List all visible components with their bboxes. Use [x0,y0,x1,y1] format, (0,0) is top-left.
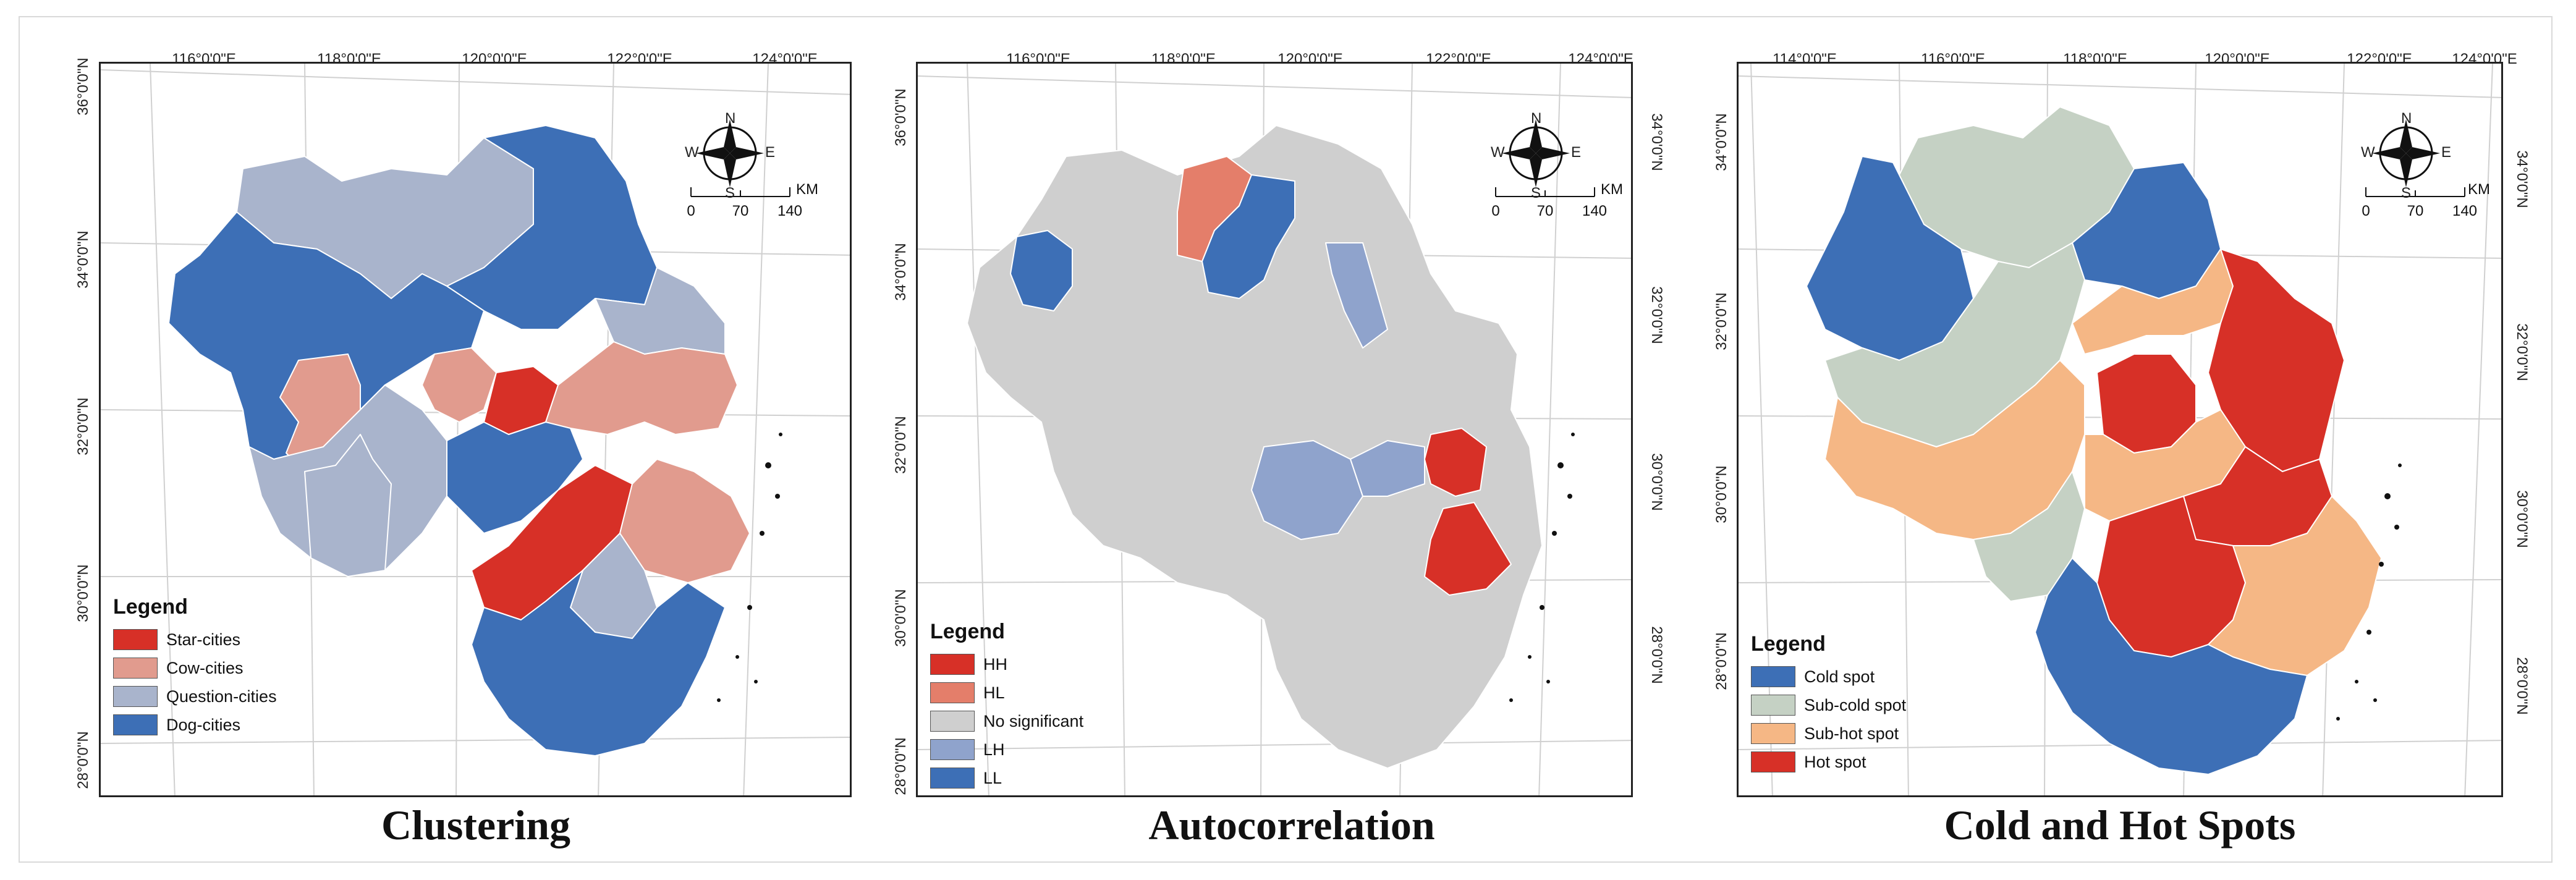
clustering-title: Clustering [381,802,570,848]
region-sub-hot-southeast [2208,496,2382,676]
legend-item: LH [930,735,1083,764]
compass-rose-icon [2372,119,2440,187]
region-lh-center-east [1350,440,1425,497]
legend-item: Question-cities [113,682,277,711]
legend-item: LL [930,764,1083,792]
legend-item: Sub-cold spot [1751,691,1906,719]
region-dog-center [446,421,583,534]
scale-bar [690,187,790,197]
clustering-map-panel: Legend Star-cities Cow-cities Question-c… [99,62,852,797]
coastal-islands [1509,433,1575,702]
clustering-legend: Legend Star-cities Cow-cities Question-c… [113,595,277,739]
legend-item: HL [930,679,1083,707]
legend-item: Hot spot [1751,748,1906,776]
legend-item: Sub-hot spot [1751,719,1906,748]
scale-bar [1495,187,1595,197]
autocorrelation-legend: Legend HH HL No significant LH LL [930,620,1083,792]
legend-swatch [113,629,158,650]
region-sub-cold-south [1973,471,2085,602]
region-lh-north [1325,242,1388,349]
legend-item: Cow-cities [113,654,277,682]
legend-item: HH [930,650,1083,679]
autocorrelation-map [918,64,1631,795]
region-cow-east [545,341,738,435]
figure-frame [19,16,2553,863]
region-question-south [304,434,392,577]
legend-title: Legend [930,620,1005,643]
legend-item: Star-cities [113,625,277,654]
compass-rose-icon [696,119,764,187]
hotspot-title: Cold and Hot Spots [1944,802,2296,848]
legend-swatch [1751,723,1795,744]
autocorrelation-map-panel: Legend HH HL No significant LH LL 0 70 1… [916,62,1633,797]
compass-rose-icon [1502,119,1570,187]
legend-item: Cold spot [1751,662,1906,691]
legend-item: No significant [930,707,1083,735]
region-cow-center [422,347,497,423]
legend-title: Legend [113,595,188,619]
coastal-islands [717,433,782,702]
region-dog-south [471,570,726,756]
clustering-map [101,64,850,795]
region-hh-east [1424,428,1487,497]
legend-title: Legend [1751,632,1826,656]
legend-swatch [930,739,975,760]
legend-swatch [1751,751,1795,772]
hotspot-map [1739,64,2501,795]
legend-swatch [930,654,975,675]
legend-item: Dog-cities [113,711,277,739]
hotspot-map-panel: Legend Cold spot Sub-cold spot Sub-hot s… [1737,62,2503,797]
legend-swatch [113,714,158,735]
legend-swatch [930,768,975,789]
legend-swatch [930,711,975,732]
region-dog-northeast [446,125,658,330]
region-cold-south [2035,557,2308,775]
legend-swatch [930,682,975,703]
region-no-significant [967,125,1543,769]
scale-bar [2365,187,2465,197]
legend-swatch [1751,695,1795,716]
region-ll-west [1010,230,1073,311]
legend-swatch [113,686,158,707]
region-hh-southeast [1424,502,1512,596]
region-ll-north [1201,174,1295,299]
legend-swatch [1751,666,1795,687]
region-lh-center [1251,440,1363,540]
coastal-islands [2336,463,2402,721]
legend-swatch [113,658,158,679]
hotspot-legend: Legend Cold spot Sub-cold spot Sub-hot s… [1751,632,1906,776]
autocorrelation-title: Autocorrelation [1148,802,1435,848]
